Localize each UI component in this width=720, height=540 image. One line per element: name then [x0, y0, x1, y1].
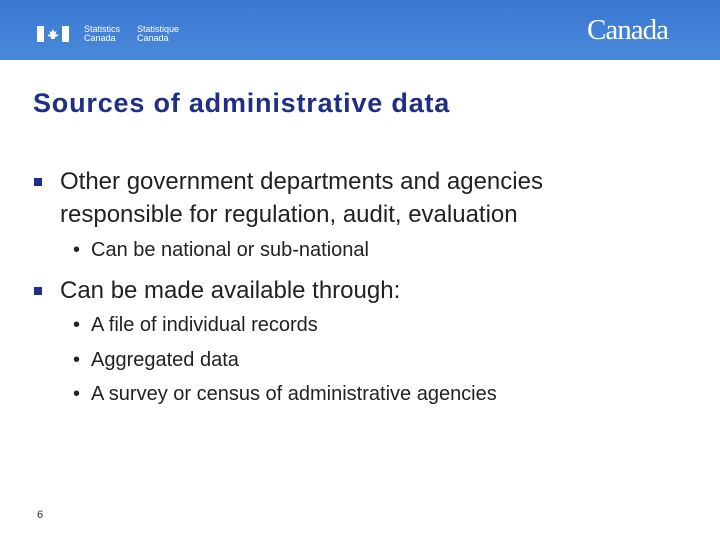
- sub-bullet-2-1: A file of individual records: [91, 314, 318, 336]
- square-bullet-icon: [34, 178, 42, 186]
- bullet-1: Other government departments and agencie…: [60, 168, 543, 228]
- canada-wordmark: Canada: [587, 14, 669, 46]
- canada-flag-icon: [37, 26, 69, 42]
- agency-fr-line1: Statistique: [137, 24, 180, 34]
- agency-en-line1: Statistics: [84, 24, 121, 34]
- header-banner: Statistics Canada Statistique Canada Canad…: [0, 0, 720, 60]
- agency-en-line2: Canada: [84, 33, 116, 43]
- agency-name-en: Statistics Canada: [84, 25, 120, 43]
- dot-bullet-icon: •: [73, 239, 81, 261]
- slide-title: Sources of administrative data: [33, 88, 451, 118]
- page-number: 6: [37, 509, 44, 521]
- sub-bullet-1-1: Can be national or sub-national: [91, 239, 369, 261]
- dot-bullet-icon: •: [73, 383, 81, 405]
- dot-bullet-icon: •: [73, 314, 81, 336]
- sub-bullet-2-3: A survey or census of administrative age…: [91, 383, 497, 405]
- sub-bullet-2-2: Aggregated data: [91, 349, 239, 371]
- agency-name-fr: Statistique Canada: [137, 25, 179, 43]
- bullet-2: Can be made available through:: [60, 277, 401, 304]
- dot-bullet-icon: •: [73, 349, 81, 371]
- agency-fr-line2: Canada: [137, 33, 169, 43]
- square-bullet-icon: [34, 287, 42, 295]
